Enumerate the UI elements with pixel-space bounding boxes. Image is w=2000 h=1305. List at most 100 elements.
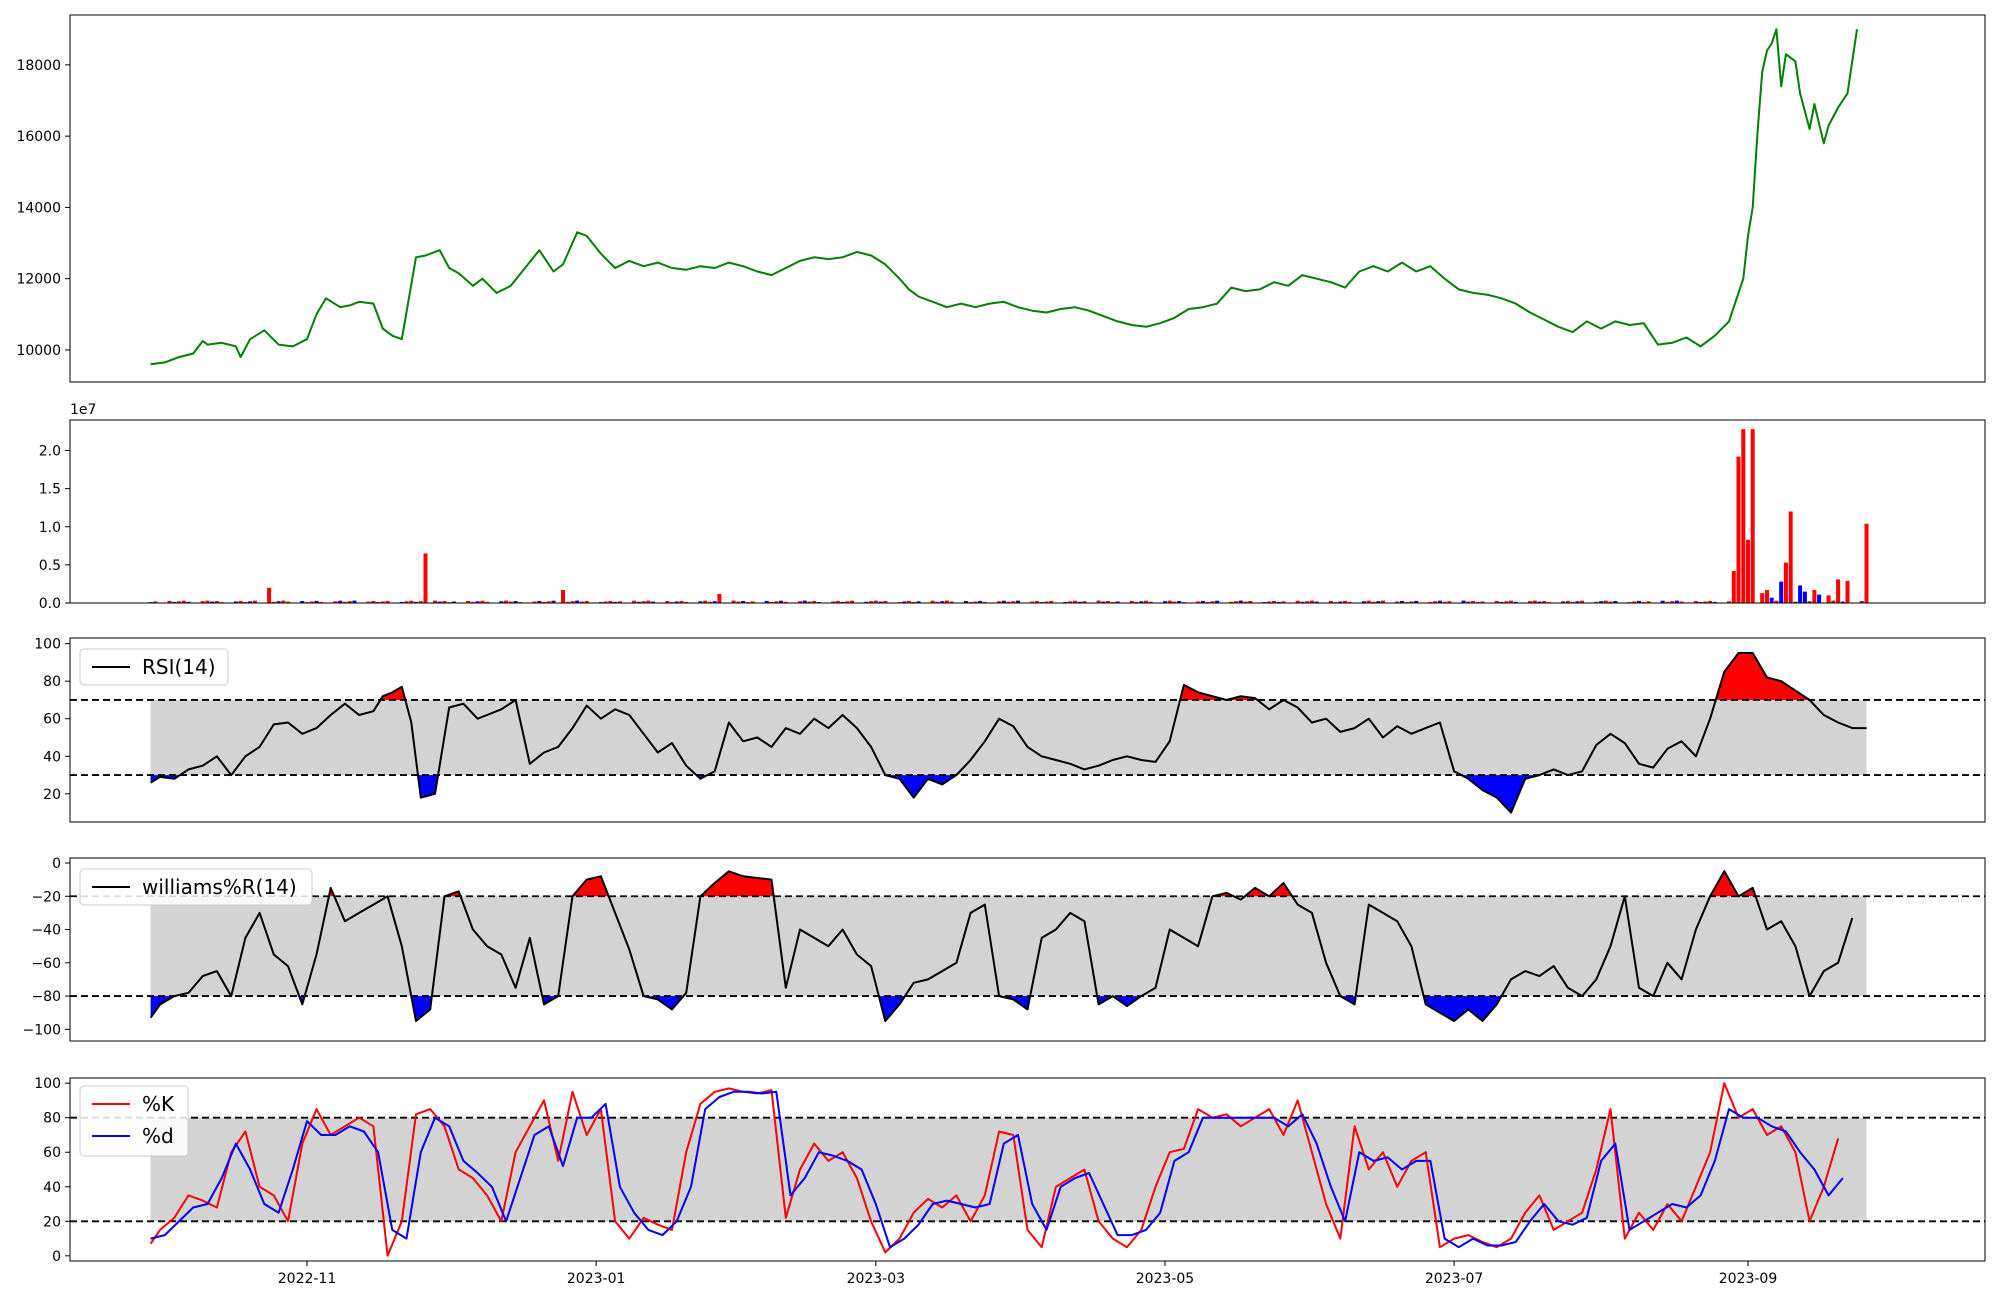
volume-bar xyxy=(1300,601,1305,603)
volume-bar xyxy=(1314,601,1319,603)
volume-bar xyxy=(1504,601,1509,603)
volume-bar xyxy=(1561,601,1566,603)
volume-bar xyxy=(907,600,911,603)
y-tick-label: 60 xyxy=(43,1145,61,1161)
volume-bar xyxy=(1679,601,1684,603)
y-tick-label: 80 xyxy=(43,674,61,690)
volume-bar xyxy=(1272,600,1276,603)
volume-bar xyxy=(1693,601,1698,603)
volume-bar xyxy=(1575,601,1580,603)
y-axis-volume: 0.0 0.5 1.0 1.5 2.0 xyxy=(39,444,70,612)
volume-bar xyxy=(561,590,565,603)
volume-bar xyxy=(707,601,712,603)
volume-bar xyxy=(1565,600,1570,603)
volume-bar xyxy=(1769,597,1774,603)
volume-bar xyxy=(1362,601,1366,603)
volume-bar xyxy=(238,600,243,603)
volume-bar xyxy=(1376,601,1381,603)
volume-bar xyxy=(802,600,807,603)
volume-bar xyxy=(276,601,281,603)
volume-bar xyxy=(646,600,651,603)
volume-bar xyxy=(1674,600,1679,603)
volume-panel-frame xyxy=(69,419,1986,604)
volume-bar xyxy=(508,601,513,603)
x-tick-label: 2023-05 xyxy=(1136,1271,1195,1287)
volume-bar xyxy=(1437,600,1442,603)
y-tick-label: 12000 xyxy=(16,272,61,288)
volume-bar xyxy=(1570,601,1575,603)
y-tick-label: 1.5 xyxy=(39,482,61,498)
volume-bar xyxy=(1134,601,1139,603)
williams-line xyxy=(149,870,1854,1022)
x-tick-label: 2023-01 xyxy=(567,1271,626,1287)
y-tick-label: 60 xyxy=(43,712,61,728)
volume-bar xyxy=(1509,600,1513,603)
volume-bar xyxy=(153,601,158,603)
volume-bar xyxy=(1594,601,1599,603)
volume-bar xyxy=(1049,600,1054,603)
volume-bar xyxy=(731,600,736,603)
volume-bar xyxy=(1115,601,1120,603)
volume-bar xyxy=(1366,600,1371,603)
volume-bar xyxy=(1542,601,1547,603)
volume-bar xyxy=(167,600,172,603)
volume-bar xyxy=(1276,601,1281,603)
volume-bar xyxy=(1807,601,1812,603)
overbought-fill xyxy=(700,871,774,897)
volume-bar xyxy=(575,600,580,603)
rsi-panel-frame xyxy=(69,637,1986,823)
volume-bar xyxy=(1665,601,1670,603)
y-tick-label: 80 xyxy=(43,1111,61,1127)
volume-bar xyxy=(608,600,613,603)
oversold-fill xyxy=(1112,996,1142,1007)
volume-bar xyxy=(1001,600,1006,603)
volume-bar xyxy=(1708,600,1713,603)
neutral-band xyxy=(150,699,1867,776)
volume-bar xyxy=(1731,571,1736,603)
volume-bar xyxy=(963,601,968,603)
volume-bar xyxy=(338,600,343,603)
volume-bar xyxy=(399,601,404,603)
x-tick-label: 2022-11 xyxy=(278,1271,337,1287)
rsi-line xyxy=(150,652,1867,814)
volume-bar xyxy=(584,601,589,603)
volume-bar xyxy=(1864,523,1869,603)
volume-bar xyxy=(1044,601,1049,603)
volume-bar xyxy=(783,601,788,603)
overbought-fill xyxy=(380,686,406,700)
volume-bar xyxy=(1371,601,1376,603)
y-axis-rsi: 20 40 60 80 100 xyxy=(34,637,70,803)
y-tick-label: 16000 xyxy=(16,129,61,145)
volume-bar xyxy=(1836,579,1841,603)
volume-bar xyxy=(281,600,286,603)
volume-bar xyxy=(314,600,319,603)
y-tick-label: 2.0 xyxy=(39,444,61,460)
volume-bar xyxy=(1077,601,1082,603)
volume-bar xyxy=(385,600,390,603)
overbought-fill xyxy=(1710,871,1739,897)
volume-bar xyxy=(1532,600,1537,603)
volume-bar xyxy=(1537,601,1542,603)
volume-bar xyxy=(1172,601,1177,603)
k-line xyxy=(149,1082,1840,1257)
volume-bar xyxy=(1774,600,1779,603)
volume-bar xyxy=(641,601,646,603)
volume-bar xyxy=(542,601,546,603)
volume-bar xyxy=(651,601,655,603)
volume-bar xyxy=(703,600,708,603)
williams-panel-frame xyxy=(69,857,1986,1042)
volume-bar xyxy=(1309,600,1314,603)
volume-bar xyxy=(741,601,746,603)
neutral-band xyxy=(150,896,1867,997)
volume-bar xyxy=(1599,601,1604,603)
y-tick-label: −20 xyxy=(31,889,61,905)
y-tick-label: −80 xyxy=(31,989,61,1005)
volume-bar xyxy=(267,587,272,604)
volume-bar xyxy=(1461,600,1466,603)
volume-bar xyxy=(342,601,347,603)
volume-bar xyxy=(698,601,703,603)
volume-bar xyxy=(1608,601,1613,603)
volume-bar xyxy=(940,601,945,603)
y-tick-label: 100 xyxy=(34,637,61,653)
